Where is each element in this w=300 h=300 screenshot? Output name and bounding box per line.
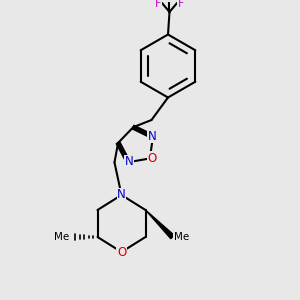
Text: Me: Me xyxy=(174,232,189,242)
Text: N: N xyxy=(124,155,133,168)
Text: F: F xyxy=(178,0,184,9)
Text: O: O xyxy=(117,245,126,259)
Text: F: F xyxy=(155,0,161,9)
Text: F: F xyxy=(166,0,173,1)
Text: Me: Me xyxy=(54,232,69,242)
Polygon shape xyxy=(146,210,174,239)
Text: N: N xyxy=(117,188,126,202)
Text: O: O xyxy=(148,152,157,165)
Text: N: N xyxy=(148,130,157,143)
